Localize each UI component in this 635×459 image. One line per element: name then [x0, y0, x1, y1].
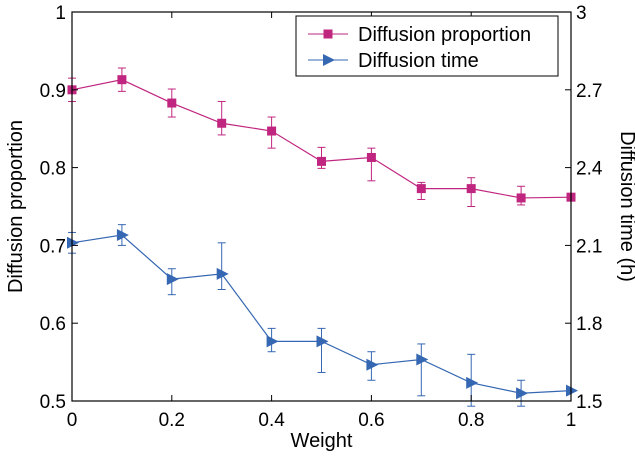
x-axis-title: Weight [291, 430, 353, 452]
data-point-square [317, 156, 326, 166]
data-point-square [167, 98, 177, 108]
x-tick-label: 0.4 [258, 410, 285, 431]
y-right-tick-label: 3 [576, 3, 587, 24]
y-right-tick-label: 2.4 [576, 159, 603, 180]
legend-marker-triangle [323, 54, 335, 66]
y-left-tick-label: 0.7 [40, 236, 66, 257]
x-tick-label: 0.6 [358, 410, 384, 431]
ticks-layer: 0 0.2 0.4 0.6 0.8 10.50.60.70.80.911.51.82.12… [40, 3, 603, 431]
legend-marker-square [323, 29, 333, 39]
y-left-tick-label: 0.8 [40, 159, 66, 180]
y-right-tick-label: 2.1 [576, 236, 602, 257]
y-left-tick-label: 0.9 [40, 81, 66, 102]
data-point-triangle [266, 335, 279, 348]
legend: Diffusion proportion Diffusion time [295, 15, 559, 77]
legend-label-diffusion-proportion: Diffusion proportion [358, 24, 531, 46]
y-right-axis-title: Diffusion time (h) [616, 131, 635, 282]
data-point-triangle [366, 358, 379, 371]
series-diffusion-proportion [67, 67, 576, 207]
x-tick-label: 0.8 [458, 410, 484, 431]
data-point-triangle [166, 273, 179, 286]
y-left-axis-title: Diffusion proportion [5, 120, 27, 293]
data-point-triangle [116, 229, 129, 242]
y-left-tick-label: 1 [55, 3, 66, 24]
y-left-tick-label: 0.5 [40, 392, 66, 413]
x-tick-label: 0 [67, 410, 78, 431]
data-point-square [217, 118, 227, 128]
legend-box [295, 15, 559, 77]
x-tick-label: 0.2 [159, 410, 185, 431]
data-point-square [267, 126, 277, 136]
series-line [71, 79, 572, 199]
series-diffusion-time [67, 224, 578, 407]
y-right-tick-label: 1.5 [576, 392, 602, 413]
x-tick-label: 1 [566, 410, 577, 431]
data-point-triangle [566, 384, 578, 397]
plot-layer [67, 67, 578, 407]
legend-label-diffusion-time: Diffusion time [358, 50, 479, 72]
y-right-tick-label: 1.8 [576, 314, 602, 335]
y-right-tick-label: 2.7 [576, 81, 602, 102]
data-point-triangle [216, 267, 229, 280]
data-point-triangle [516, 387, 529, 400]
data-point-square [366, 152, 376, 162]
data-point-triangle [316, 335, 329, 348]
data-point-triangle [416, 353, 429, 366]
y-left-tick-label: 0.6 [40, 314, 66, 335]
data-point-triangle [67, 236, 79, 249]
data-point-square [466, 184, 476, 194]
data-point-square [117, 75, 127, 85]
plot-frame [71, 11, 572, 402]
data-point-square [416, 184, 426, 194]
data-point-square [516, 193, 526, 203]
data-point-triangle [466, 376, 479, 389]
